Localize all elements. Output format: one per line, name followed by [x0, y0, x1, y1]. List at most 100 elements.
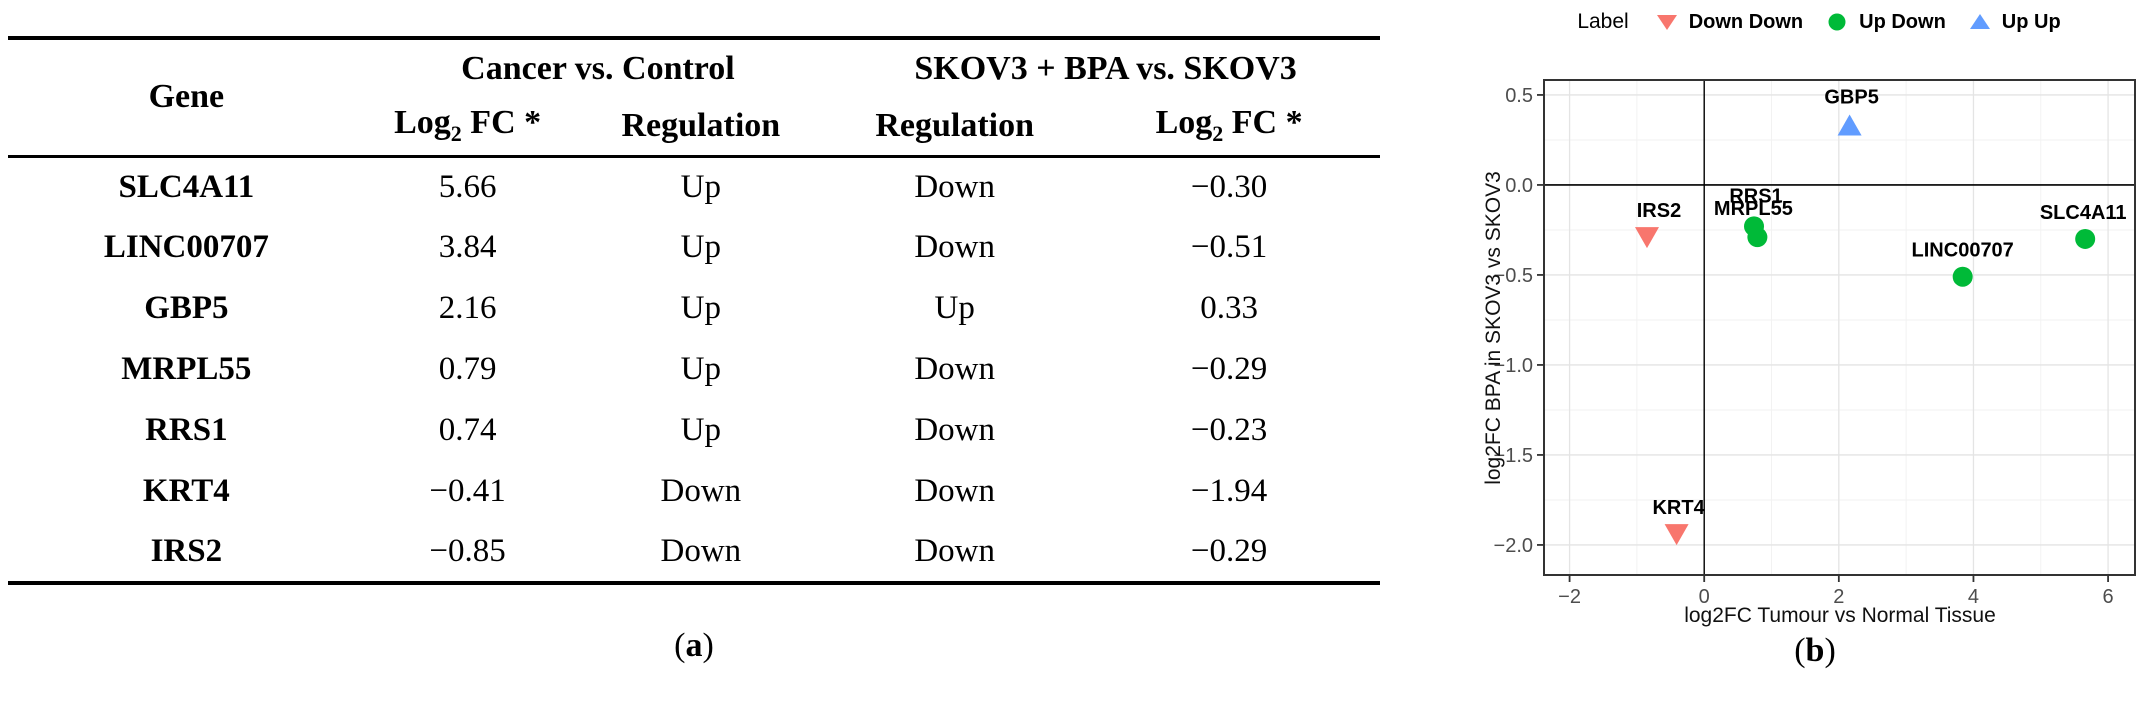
caption-a: (a)	[8, 627, 1380, 665]
caption-paren: )	[702, 627, 714, 664]
panel-border	[1543, 79, 2136, 576]
legend-item-label: Up Up	[2001, 10, 2061, 33]
cancer-log2fc-value: 0.79	[438, 351, 497, 387]
bpa-regulation-value: Down	[914, 533, 995, 569]
table-row: LINC00707 3.84 Up Down −0.51	[8, 217, 1380, 278]
cancer-log2fc-value: −0.41	[429, 473, 506, 509]
legend-marker-shape	[1828, 13, 1846, 31]
cancer-regulation-value: Up	[680, 351, 722, 387]
panel-b: Label Down Down Up Down Up Up −2 0 2 4 6 0.5 0.0…	[1480, 0, 2150, 701]
bpa-log2fc-value: −1.94	[1190, 473, 1268, 509]
y-tick-label: 0.0	[1505, 175, 1533, 197]
cancer-regulation-value: Up	[680, 229, 722, 265]
cancer-log2fc-value: 5.66	[438, 168, 497, 205]
table-header: Gene Cancer vs. Control SKOV3 + BPA vs. …	[8, 38, 1380, 156]
plot-legend: Label Down Down Up Down Up Up	[1480, 6, 2150, 38]
y-tick-label: −1.0	[1494, 355, 1533, 377]
legend-marker-triangle-down-icon	[1656, 15, 1677, 30]
bpa-regulation-value: Down	[914, 412, 995, 448]
x-tick-label: 4	[1968, 586, 1979, 608]
legend-item-label: Down Down	[1688, 10, 1804, 33]
table-row: IRS2 −0.85 Down Down −0.29	[8, 522, 1380, 583]
cancer-regulation-value: Up	[680, 412, 722, 448]
caption-paren: (	[674, 627, 686, 664]
x-tick-label: 6	[2103, 586, 2114, 608]
gene-name: KRT4	[142, 473, 230, 509]
table-row: KRT4 −0.41 Down Down −1.94	[8, 461, 1380, 522]
bpa-log2fc-value: −0.30	[1190, 168, 1268, 205]
gene-name: MRPL55	[121, 351, 252, 387]
column-group-skov3-bpa-vs-skov3: SKOV3 + BPA vs. SKOV3	[914, 49, 1297, 87]
chart-layers: −2 0 2 4 6 0.5 0.0 −0.5 −1.0 −1.5 −2.0 IRS2 KRT4 RRS1…	[1494, 79, 2136, 608]
cancer-log2fc-value: 2.16	[438, 290, 497, 326]
log2fc-rest: FC *	[1223, 104, 1303, 142]
column-header-cancer-regulation: Regulation	[621, 106, 781, 144]
bpa-log2fc-value: −0.23	[1190, 412, 1268, 448]
column-header-bpa-regulation: Regulation	[875, 106, 1034, 144]
cancer-log2fc-value: 0.74	[438, 412, 497, 448]
legend-title: Label	[1577, 10, 1629, 33]
caption-paren: )	[1824, 632, 1836, 669]
legend-marker-shape	[1969, 14, 1990, 29]
gene-name: SLC4A11	[118, 168, 255, 205]
column-header-cancer-log2fc: Log2 FC *	[365, 97, 571, 156]
table-row: SLC4A11 5.66 Up Down −0.30	[8, 156, 1380, 217]
legend-item: Up Up	[1968, 11, 2061, 34]
data-point-LINC00707	[1952, 266, 1973, 287]
bpa-regulation-value: Down	[914, 351, 995, 387]
gene-name: RRS1	[145, 412, 228, 448]
column-header-bpa-log2fc: Log2 FC *	[1078, 97, 1380, 156]
point-label-IRS2: IRS2	[1637, 200, 1681, 222]
y-tick-label: −1.5	[1494, 445, 1533, 467]
table-header-row-sub: Log2 FC * Regulation Regulation Log2 FC …	[8, 97, 1380, 156]
bpa-regulation-value: Down	[914, 473, 995, 509]
table-header-row-groups: Gene Cancer vs. Control SKOV3 + BPA vs. …	[8, 38, 1380, 116]
caption-paren: (	[1794, 632, 1806, 669]
legend-item: Up Down	[1825, 11, 1946, 34]
gene-name: GBP5	[144, 290, 229, 326]
log2fc-prefix: Log	[394, 104, 451, 142]
cancer-regulation-value: Down	[660, 473, 742, 509]
panel-background	[1544, 80, 2135, 575]
log2fc-subscript: 2	[1212, 121, 1224, 147]
data-point-IRS2	[1634, 227, 1659, 249]
cancer-regulation-value: Up	[680, 290, 722, 326]
data-point-KRT4	[1664, 524, 1689, 546]
y-tick-label: −0.5	[1494, 265, 1533, 287]
y-tick-label: 0.5	[1505, 85, 1533, 107]
point-label-MRPL55: MRPL55	[1714, 198, 1793, 220]
legend-item: Down Down	[1655, 11, 1803, 34]
bpa-regulation-value: Down	[914, 168, 995, 205]
caption-letter: a	[685, 627, 703, 664]
y-axis-title: log2FC BPA in SKOV3 vs SKOV3	[1482, 171, 1505, 485]
gene-regulation-table: Gene Cancer vs. Control SKOV3 + BPA vs. …	[8, 36, 1380, 585]
point-label-GBP5: GBP5	[1824, 87, 1878, 109]
x-axis-title: log2FC Tumour vs Normal Tissue	[1684, 604, 1996, 627]
table-body: SLC4A11 5.66 Up Down −0.30 LINC00707 3.8…	[8, 156, 1380, 583]
point-label-SLC4A11: SLC4A11	[2040, 202, 2127, 224]
table-row: GBP5 2.16 Up Up 0.33	[8, 278, 1380, 339]
cancer-log2fc-value: −0.85	[429, 533, 506, 569]
caption-b: (b)	[1480, 632, 2150, 670]
data-point-GBP5	[1837, 114, 1862, 136]
bpa-regulation-value: Down	[914, 229, 995, 265]
caption-letter: b	[1805, 632, 1825, 669]
table-row: MRPL55 0.79 Up Down −0.29	[8, 339, 1380, 400]
legend-marker-triangle-up-icon	[1969, 14, 1990, 29]
legend-marker-shape	[1656, 15, 1677, 30]
cancer-log2fc-value: 3.84	[438, 229, 497, 265]
x-tick-label: −2	[1558, 586, 1581, 608]
cancer-regulation-value: Up	[680, 168, 722, 205]
legend-marker-circle-icon	[1828, 13, 1846, 31]
column-header-gene: Gene	[148, 78, 225, 116]
scatter-plot: −2 0 2 4 6 0.5 0.0 −0.5 −1.0 −1.5 −2.0 IRS2 KRT4 RRS1…	[1482, 79, 2136, 627]
data-point-SLC4A11	[2075, 228, 2096, 249]
legend-item-label: Up Down	[1859, 10, 1946, 33]
y-tick-label: −2.0	[1494, 535, 1533, 557]
table-row: RRS1 0.74 Up Down −0.23	[8, 400, 1380, 461]
bpa-regulation-value: Up	[934, 290, 975, 326]
bpa-log2fc-value: 0.33	[1200, 290, 1258, 326]
log2fc-prefix: Log	[1155, 104, 1213, 142]
bpa-log2fc-value: −0.29	[1190, 533, 1268, 569]
point-label-RRS1: RRS1	[1729, 185, 1782, 207]
